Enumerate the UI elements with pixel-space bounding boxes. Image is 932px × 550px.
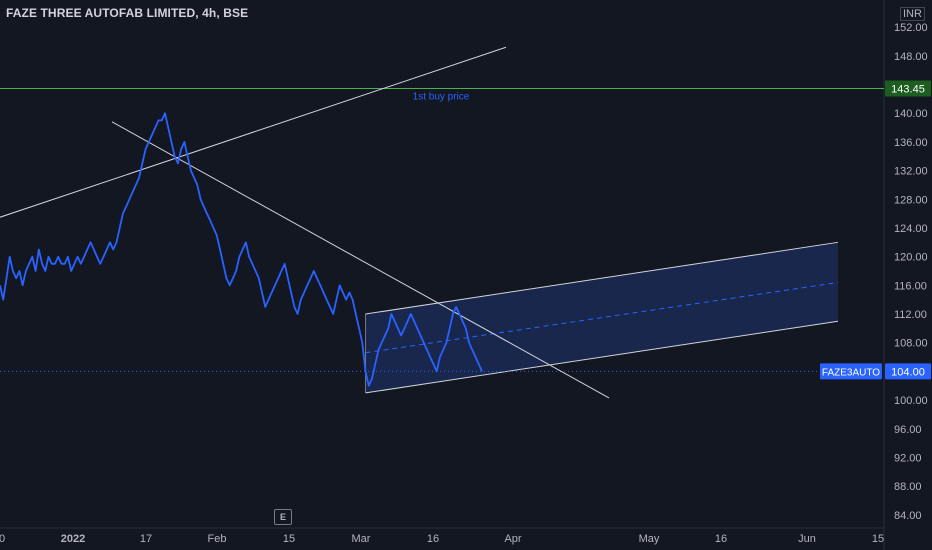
y-tick-label: 132.00 <box>894 166 928 178</box>
y-tick-label: 120.00 <box>894 252 928 264</box>
chart-title: FAZE THREE AUTOFAB LIMITED, 4h, BSE <box>6 6 249 20</box>
channel-upper-line[interactable] <box>365 241 839 315</box>
channel-mid-line[interactable] <box>365 281 839 354</box>
x-tick-label: 2022 <box>61 533 85 545</box>
trendline-down[interactable] <box>111 121 610 399</box>
price-series-line[interactable] <box>0 112 483 387</box>
x-tick-label: 15 <box>872 533 884 545</box>
y-tick-label: 96.00 <box>894 424 922 436</box>
y-tick-label: 112.00 <box>894 309 927 321</box>
y-tick-label: 128.00 <box>894 194 928 206</box>
buy-price-annotation: 1st buy price <box>413 91 470 102</box>
x-tick-label: 0 <box>0 533 5 545</box>
current-price-axis-label: 104.00 <box>891 366 925 378</box>
x-tick-label: Feb <box>208 533 227 545</box>
x-tick-label: 16 <box>715 533 727 545</box>
y-tick-label: 152.00 <box>894 22 928 34</box>
earnings-event-badge[interactable]: E <box>274 509 292 525</box>
symbol-tag-badge <box>820 363 882 380</box>
currency-label[interactable]: INR <box>900 7 925 21</box>
x-tick-label: 15 <box>283 533 295 545</box>
y-tick-label: 148.00 <box>894 51 928 63</box>
y-tick-label: 116.00 <box>894 280 927 292</box>
x-tick-label: Jun <box>798 533 816 545</box>
y-tick-label: 88.00 <box>894 481 922 493</box>
y-tick-label: 84.00 <box>894 510 922 522</box>
x-tick-label: 17 <box>140 533 152 545</box>
x-tick-label: 16 <box>427 533 439 545</box>
buy-price-axis-label: 143.45 <box>891 83 925 95</box>
y-tick-label: 92.00 <box>894 452 922 464</box>
y-tick-label: 108.00 <box>894 338 928 350</box>
y-tick-label: 140.00 <box>894 108 928 120</box>
x-tick-label: Apr <box>504 533 521 545</box>
buy-price-axis-badge <box>885 80 931 97</box>
y-tick-label: 100.00 <box>894 395 928 407</box>
y-tick-label: 124.00 <box>894 223 928 235</box>
y-tick-label: 136.00 <box>894 137 928 149</box>
x-tick-label: Mar <box>352 533 371 545</box>
symbol-tag-label: FAZE3AUTO <box>822 367 880 378</box>
channel-lower-line[interactable] <box>365 320 839 394</box>
trendline-up[interactable] <box>0 46 507 218</box>
current-price-axis-badge <box>885 363 931 380</box>
x-tick-label: May <box>639 533 660 545</box>
